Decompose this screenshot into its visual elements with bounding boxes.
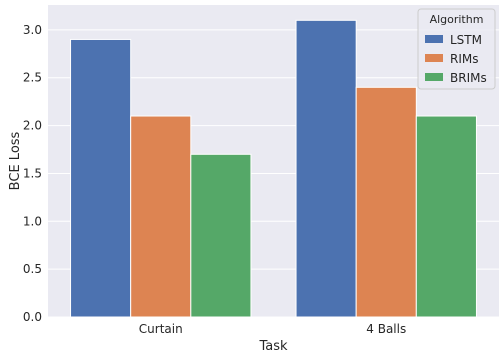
legend-label-brims: BRIMs xyxy=(450,71,487,85)
y-tick-label: 1.5 xyxy=(23,166,42,180)
y-axis-ticks: 0.0 0.5 1.0 1.5 2.0 2.5 3.0 xyxy=(23,23,42,324)
y-tick-label: 3.0 xyxy=(23,23,42,37)
legend-title: Algorithm xyxy=(430,13,484,26)
y-tick-label: 1.0 xyxy=(23,214,42,228)
x-tick-label: Curtain xyxy=(139,322,183,336)
bar-lstm-0 xyxy=(70,38,132,318)
bar-rims-1 xyxy=(355,86,417,318)
y-axis-label: BCE Loss xyxy=(8,131,23,190)
x-axis-label: Task xyxy=(258,339,288,352)
legend: Algorithm LSTM RIMs BRIMs xyxy=(417,8,496,90)
legend-label-lstm: LSTM xyxy=(450,33,482,47)
legend-swatch-brims xyxy=(425,73,443,81)
y-tick-label: 0.5 xyxy=(23,262,42,276)
y-tick-label: 2.5 xyxy=(23,71,42,85)
legend-label-rims: RIMs xyxy=(450,52,478,66)
x-tick-label: 4 Balls xyxy=(366,322,406,336)
legend-items: LSTM RIMs BRIMs xyxy=(425,33,487,85)
bar-rims-0 xyxy=(130,115,192,318)
x-axis-ticks: Curtain 4 Balls xyxy=(139,322,406,336)
legend-swatch-lstm xyxy=(425,35,443,43)
y-tick-label: 2.0 xyxy=(23,119,42,133)
y-tick-label: 0.0 xyxy=(23,310,42,324)
bar-brims-0 xyxy=(190,153,252,318)
legend-swatch-rims xyxy=(425,54,443,62)
bar-lstm-1 xyxy=(295,19,357,318)
bar-brims-1 xyxy=(415,115,477,318)
legend-box xyxy=(417,8,496,90)
bars xyxy=(70,19,477,318)
